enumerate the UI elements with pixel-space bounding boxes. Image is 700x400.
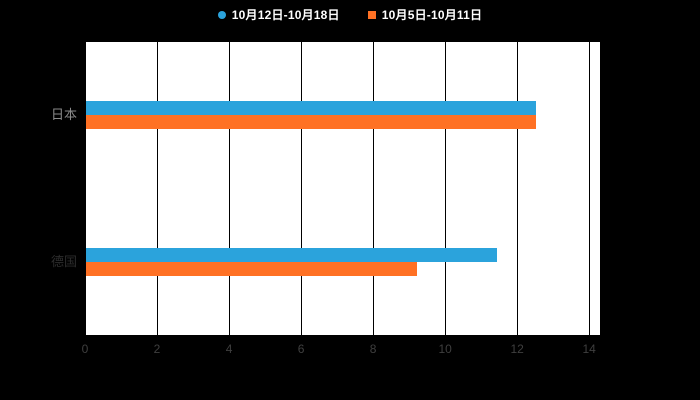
legend-marker-square-icon [367, 10, 376, 19]
bar-德国-10月5日-10月11日 [86, 261, 418, 276]
gridline-x-10 [445, 42, 447, 335]
x-axis-tick-8: 8 [369, 342, 377, 356]
bar-日本-10月12日-10月18日 [86, 101, 537, 116]
plot-area [85, 42, 600, 335]
x-axis-tick-2: 2 [153, 342, 161, 356]
x-axis-tick-4: 4 [225, 342, 233, 356]
gridline-x-8 [373, 42, 375, 335]
gridline-x-12 [517, 42, 519, 335]
y-axis-label-德国: 德国 [50, 253, 77, 269]
gridline-x-0 [85, 42, 86, 335]
legend-item-1[interactable]: 10月5日-10月11日 [367, 6, 483, 23]
bar-德国-10月12日-10月18日 [86, 247, 497, 262]
y-axis-label-日本: 日本 [50, 107, 77, 123]
x-axis-tick-10: 10 [438, 342, 452, 356]
gridline-x-14 [589, 42, 591, 335]
gridline-x-4 [229, 42, 231, 335]
legend-item-0[interactable]: 10月12日-10月18日 [217, 6, 340, 23]
legend-marker-circle-icon [217, 10, 226, 19]
x-axis-tick-14: 14 [582, 342, 596, 356]
gridline-x-6 [301, 42, 303, 335]
x-axis-tick-12: 12 [510, 342, 524, 356]
x-axis-tick-0: 0 [81, 342, 89, 356]
chart-legend: 10月12日-10月18日 10月5日-10月11日 [0, 6, 700, 23]
gridline-x-2 [157, 42, 159, 335]
legend-label: 10月12日-10月18日 [231, 8, 340, 22]
legend-label: 10月5日-10月11日 [381, 8, 483, 22]
bar-日本-10月5日-10月11日 [86, 115, 537, 130]
x-axis-tick-6: 6 [297, 342, 305, 356]
